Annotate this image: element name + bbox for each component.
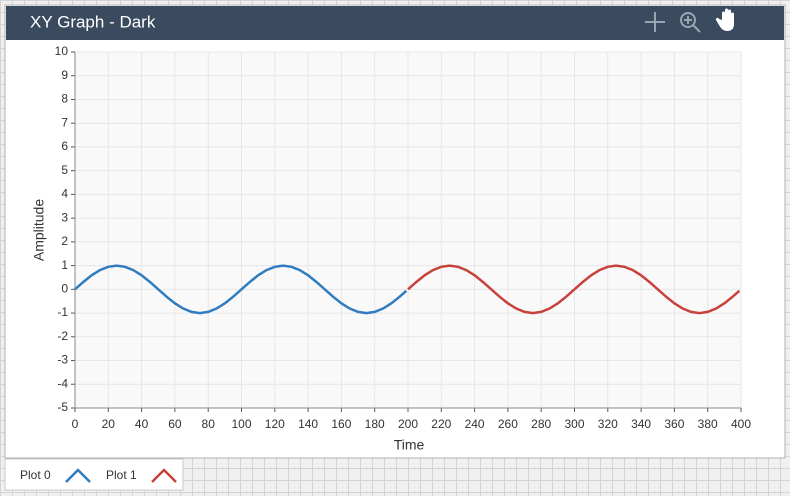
y-tick-label: -1 [57,305,68,319]
y-tick-label: 10 [55,44,69,58]
x-tick-label: 400 [731,417,751,431]
y-tick-label: 3 [61,210,68,224]
x-tick-label: 160 [331,417,351,431]
legend-swatch [151,468,177,483]
series-line [74,264,408,315]
x-tick-label: 200 [398,417,418,431]
legend-label: Plot 0 [20,468,51,482]
x-tick-label: 80 [202,417,216,431]
y-tick-label: -2 [57,329,68,343]
series-line [407,264,741,315]
x-tick-label: 100 [231,417,251,431]
x-axis-label: Time [394,437,425,453]
graph-title: XY Graph - Dark [30,12,156,31]
x-tick-label: 180 [365,417,385,431]
y-tick-label: 6 [61,139,68,153]
y-tick-label: -3 [57,353,68,367]
zoom-tool[interactable] [680,12,701,33]
y-tick-label: 8 [61,92,68,106]
y-tick-label: 9 [61,68,68,82]
y-tick-label: -4 [57,376,68,390]
y-tick-label: 2 [61,234,68,248]
legend-label: Plot 1 [106,468,137,482]
legend-swatch [65,468,91,483]
x-tick-label: 140 [298,417,318,431]
x-tick-label: 40 [135,417,149,431]
x-tick-label: 280 [531,417,551,431]
y-tick-label: 0 [61,282,68,296]
y-tick-label: 5 [61,163,68,177]
x-tick-label: 380 [698,417,718,431]
y-tick-label: 4 [61,187,68,201]
cursor-tool[interactable] [645,12,665,32]
x-tick-label: 0 [72,417,79,431]
x-tick-label: 20 [102,417,116,431]
pan-tool[interactable] [715,8,734,32]
y-axis-label: Amplitude [31,199,47,261]
x-tick-label: 120 [265,417,285,431]
x-tick-label: 320 [598,417,618,431]
x-tick-label: 300 [564,417,584,431]
y-tick-label: 1 [61,258,68,272]
x-tick-label: 360 [664,417,684,431]
x-tick-label: 260 [498,417,518,431]
x-tick-label: 240 [465,417,485,431]
x-tick-label: 220 [431,417,451,431]
legend [4,458,184,491]
y-tick-label: -5 [57,400,68,414]
x-tick-label: 340 [631,417,651,431]
y-tick-label: 7 [61,115,68,129]
x-tick-label: 60 [168,417,182,431]
